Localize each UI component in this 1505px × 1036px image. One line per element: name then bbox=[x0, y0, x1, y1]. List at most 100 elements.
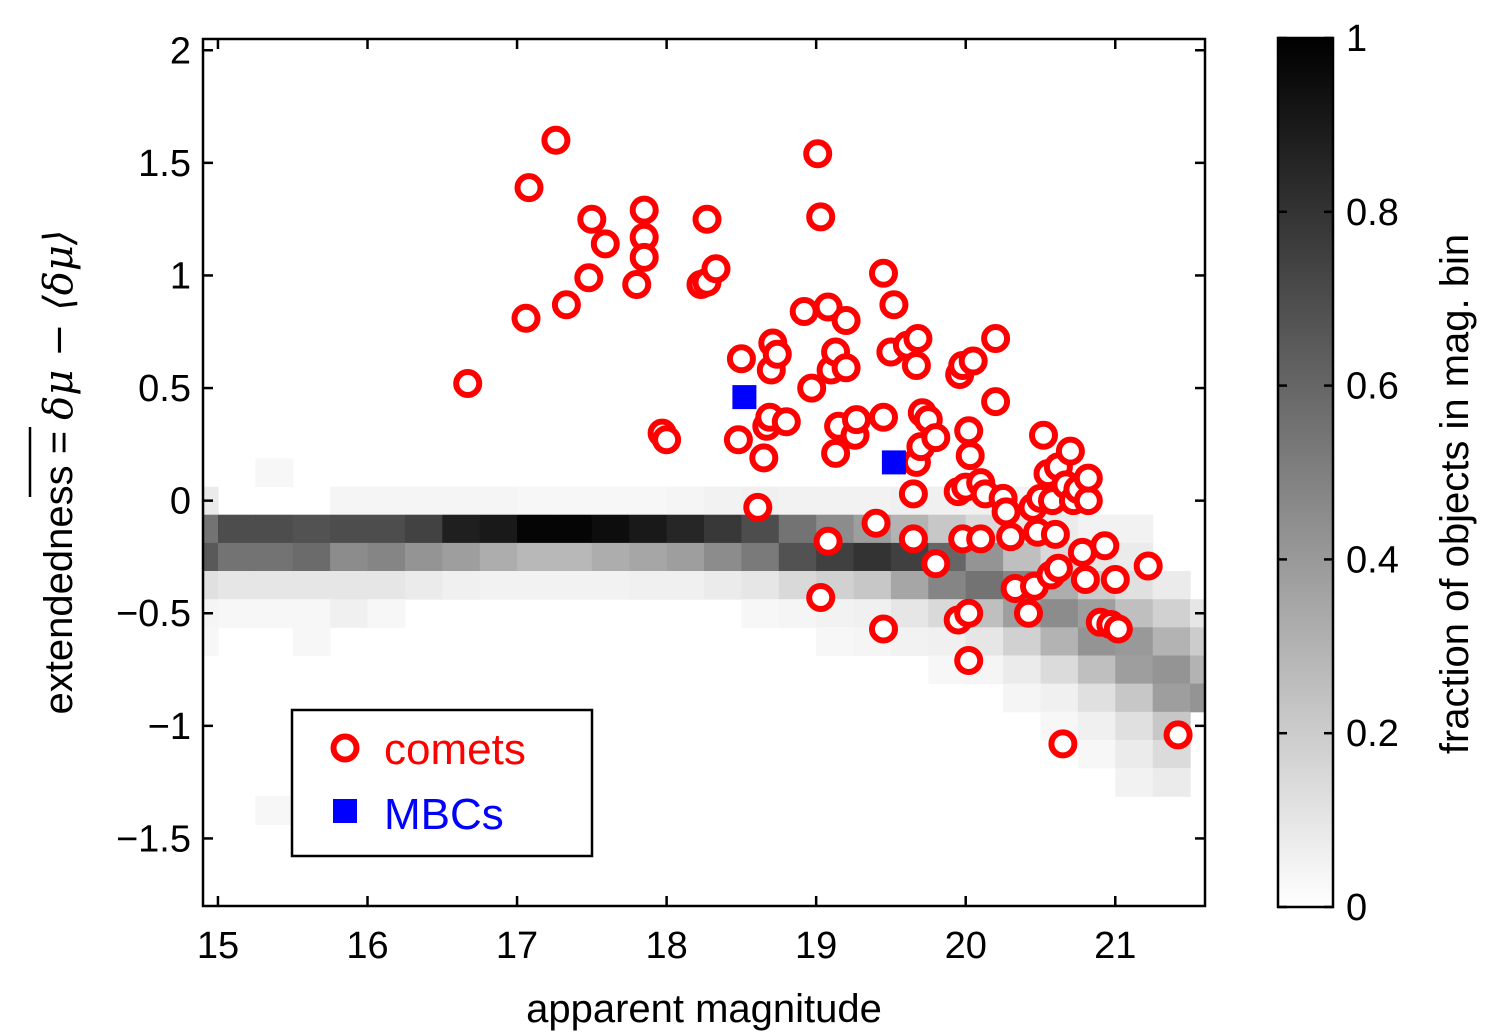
heatmap-cell-105 bbox=[965, 571, 1004, 600]
comets-point-32 bbox=[806, 583, 836, 612]
heatmap-cell-156 bbox=[1190, 683, 1206, 713]
heatmap-cell-30 bbox=[367, 599, 406, 628]
heatmap-cell-145 bbox=[1152, 571, 1191, 600]
x-axis: 15 16 17 18 19 20 21 bbox=[197, 39, 1136, 967]
heatmap-cell-43 bbox=[517, 486, 556, 516]
heatmap-cell-16 bbox=[292, 514, 331, 544]
x-tick-label-2: 17 bbox=[496, 925, 538, 967]
heatmap-cell-147 bbox=[1152, 627, 1191, 656]
comets-point-78 bbox=[996, 522, 1026, 552]
legend-mbcs-label: MBCs bbox=[384, 790, 504, 839]
heatmap-cell-10 bbox=[255, 514, 294, 544]
heatmap-cell-20 bbox=[292, 627, 331, 656]
heatmap-cell-38 bbox=[442, 571, 481, 600]
comets-point-45 bbox=[869, 258, 898, 288]
comets-point-20 bbox=[743, 492, 773, 522]
heatmap-cell-70 bbox=[741, 571, 780, 600]
y-tick-label-0: −1.5 bbox=[116, 818, 191, 860]
heatmap-cell-5 bbox=[203, 627, 219, 656]
comets-point-7 bbox=[590, 229, 620, 259]
legend: comets MBCs bbox=[290, 708, 594, 858]
heatmap-cell-22 bbox=[330, 514, 369, 544]
heatmap-cell-92 bbox=[890, 571, 929, 600]
comets-point-94 bbox=[1055, 436, 1085, 466]
heatmap-cell-23 bbox=[330, 542, 369, 572]
comets-point-54 bbox=[903, 324, 933, 353]
comets-point-102 bbox=[1090, 531, 1120, 561]
comets-point-3 bbox=[541, 125, 571, 155]
heatmap-cell-123 bbox=[1040, 655, 1079, 685]
x-tick-label-6: 21 bbox=[1094, 925, 1136, 967]
heatmap-cell-36 bbox=[442, 514, 481, 544]
heatmap-cell-35 bbox=[442, 486, 481, 516]
heatmap-cell-154 bbox=[1190, 627, 1206, 656]
heatmap-cell-69 bbox=[741, 542, 780, 572]
comets-point-29 bbox=[797, 373, 827, 403]
y-tick-label-3: 0 bbox=[170, 481, 191, 523]
comets-point-106 bbox=[1133, 551, 1163, 581]
comets-point-105 bbox=[1103, 614, 1133, 644]
y-tick-label-7: 2 bbox=[170, 30, 191, 72]
comets-point-67 bbox=[954, 416, 984, 446]
comets-point-0 bbox=[453, 369, 483, 398]
heatmap-cell-85 bbox=[853, 542, 892, 572]
colorbar-tick-label-2: 0.4 bbox=[1346, 539, 1399, 581]
comets-point-85 bbox=[1029, 420, 1058, 450]
comets-point-107 bbox=[1163, 720, 1193, 750]
heatmap-cell-7 bbox=[218, 542, 256, 572]
heatmap-cell-63 bbox=[704, 486, 742, 516]
heatmap-cell-65 bbox=[704, 542, 742, 572]
comets-point-66 bbox=[954, 598, 984, 628]
heatmap-cell-40 bbox=[479, 514, 518, 544]
comets-point-28 bbox=[789, 297, 819, 326]
comets-point-50 bbox=[898, 479, 928, 509]
heatmap-cell-55 bbox=[629, 486, 668, 516]
heatmap-cell-12 bbox=[255, 571, 294, 600]
x-tick-label-4: 19 bbox=[795, 925, 837, 967]
y-tick-label-5: 1 bbox=[170, 255, 191, 297]
heatmap-cell-24 bbox=[330, 571, 369, 600]
comets-point-90 bbox=[1043, 553, 1073, 583]
comets-point-58 bbox=[921, 423, 951, 453]
heatmap-cell-135 bbox=[1115, 514, 1154, 544]
heatmap-cell-59 bbox=[666, 486, 705, 516]
heatmap-cell-82 bbox=[816, 627, 855, 656]
comets-point-40 bbox=[831, 306, 861, 335]
heatmap-cell-41 bbox=[479, 542, 518, 572]
colorbar-tick-label-3: 0.6 bbox=[1346, 366, 1399, 408]
heatmap-cell-6 bbox=[218, 514, 256, 544]
heatmap-cell-149 bbox=[1152, 683, 1191, 713]
comets-point-75 bbox=[981, 387, 1011, 417]
colorbar-gradient bbox=[1276, 36, 1335, 909]
heatmap-cell-46 bbox=[517, 571, 556, 600]
heatmap-cell-28 bbox=[367, 542, 406, 572]
heatmap-cell-152 bbox=[1152, 768, 1191, 797]
x-tick-label-0: 15 bbox=[197, 925, 239, 967]
heatmap-cell-50 bbox=[554, 571, 593, 600]
x-axis-title: apparent magnitude bbox=[526, 987, 882, 1031]
heatmap-cell-132 bbox=[1077, 683, 1116, 713]
comets-point-17 bbox=[701, 254, 731, 284]
heatmap-cell-9 bbox=[218, 599, 256, 628]
heatmap-cell-32 bbox=[404, 514, 443, 544]
heatmap-cell-124 bbox=[1040, 683, 1079, 713]
heatmap-cell-37 bbox=[442, 542, 481, 572]
heatmap-cell-47 bbox=[554, 486, 593, 516]
comets-point-6 bbox=[577, 204, 607, 234]
comets-point-18 bbox=[723, 425, 753, 455]
heatmap-cell-144 bbox=[1115, 768, 1154, 797]
comets-point-2 bbox=[514, 173, 544, 203]
heatmap-cell-115 bbox=[1003, 655, 1042, 685]
heatmap-cell-57 bbox=[629, 542, 668, 572]
comets-point-27 bbox=[771, 407, 801, 437]
comets-point-44 bbox=[869, 614, 898, 644]
x-tick-label-1: 16 bbox=[346, 925, 388, 967]
comets-point-1 bbox=[511, 303, 541, 333]
heatmap-cell-142 bbox=[1115, 711, 1154, 741]
comets-point-89 bbox=[1040, 519, 1070, 549]
comets-point-13 bbox=[652, 425, 682, 455]
x-tick-label-3: 18 bbox=[645, 925, 687, 967]
MBCs-point-0 bbox=[732, 385, 757, 410]
comets-point-72 bbox=[966, 524, 996, 554]
